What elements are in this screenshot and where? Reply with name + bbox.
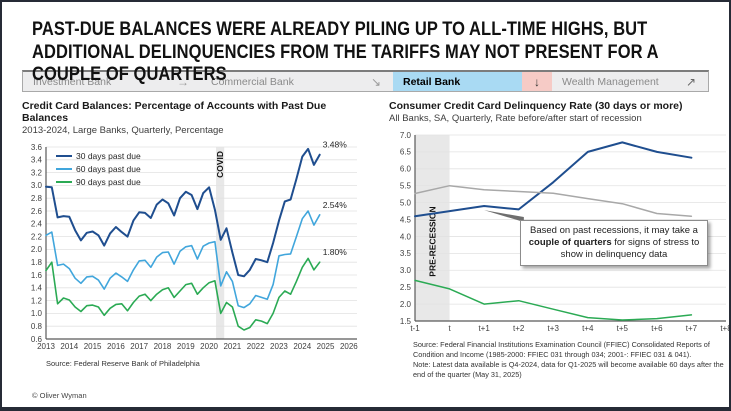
svg-text:t+7: t+7 [686, 324, 698, 333]
page-title-text: PAST-DUE BALANCES WERE ALREADY PILING UP… [32, 18, 658, 86]
trend-flat-icon: → [177, 74, 189, 89]
svg-text:2013: 2013 [37, 342, 55, 351]
chart-title: Consumer Credit Card Delinquency Rate (3… [389, 100, 683, 112]
svg-text:90 days past due: 90 days past due [76, 177, 141, 187]
svg-text:0.8: 0.8 [31, 322, 43, 331]
svg-text:3.48%: 3.48% [323, 140, 348, 150]
svg-text:2017: 2017 [130, 342, 148, 351]
trend-up-right-icon: ↗ [685, 74, 696, 89]
page-title: PAST-DUE BALANCES WERE ALREADY PILING UP… [2, 2, 729, 85]
note-line: Note: Latest data available is Q4-2024, … [413, 359, 724, 379]
svg-text:1.8: 1.8 [31, 258, 43, 267]
nav-label: Retail Bank [403, 75, 461, 88]
trend-down-icon: ↓ [534, 74, 540, 89]
svg-text:2018: 2018 [154, 342, 172, 351]
svg-text:2.4: 2.4 [31, 220, 43, 229]
svg-text:2026: 2026 [340, 342, 358, 351]
svg-text:7.0: 7.0 [400, 131, 412, 140]
copyright: © Oliver Wyman [32, 391, 87, 400]
svg-text:1.2: 1.2 [31, 296, 43, 305]
svg-text:0.6: 0.6 [31, 335, 43, 344]
svg-text:6.5: 6.5 [400, 148, 412, 157]
annotation-text: for signs of stress to show in delinquen… [560, 237, 700, 261]
past-due-balances-panel: Credit Card Balances: Percentage of Acco… [22, 100, 367, 379]
svg-text:t+8: t+8 [720, 324, 731, 333]
svg-text:5.0: 5.0 [400, 198, 412, 207]
svg-text:t+6: t+6 [651, 324, 663, 333]
svg-text:2.8: 2.8 [31, 194, 43, 203]
svg-text:3.6: 3.6 [31, 143, 43, 152]
svg-text:1.4: 1.4 [31, 284, 43, 293]
svg-text:COVID: COVID [215, 151, 225, 178]
svg-text:2.2: 2.2 [31, 232, 43, 241]
svg-text:3.0: 3.0 [31, 181, 43, 190]
svg-text:1.80%: 1.80% [323, 247, 348, 257]
svg-text:t: t [448, 324, 451, 333]
svg-text:2.5: 2.5 [400, 283, 412, 292]
svg-text:1.5: 1.5 [400, 317, 412, 326]
svg-text:2016: 2016 [107, 342, 125, 351]
chart-subtitle: All Banks, SA, Quarterly, Rate before/af… [389, 113, 642, 124]
svg-text:2014: 2014 [60, 342, 78, 351]
svg-text:4.0: 4.0 [400, 232, 412, 241]
chart-subtitle: 2013-2024, Large Banks, Quarterly, Perce… [22, 125, 224, 136]
svg-text:2022: 2022 [247, 342, 265, 351]
svg-text:2021: 2021 [223, 342, 241, 351]
chart-source-notes: Source: Federal Financial Institutions E… [413, 340, 729, 379]
svg-text:3.5: 3.5 [400, 249, 412, 258]
nav-label: Investment Bank [33, 75, 112, 88]
annotation-text: Based on past recessions, it may take a [530, 225, 698, 236]
delinquency-rate-plot: 1.5 2.0 2.5 3.0 3.5 4.0 4.5 5.0 5.5 6.0 6.5 7.0 t-1 t… [389, 129, 731, 337]
source-line: Source: Federal Financial Institutions E… [413, 340, 710, 359]
business-unit-navbar: Investment Bank → Commercial Bank ↘ Reta… [22, 70, 709, 92]
nav-label: Wealth Management [562, 75, 659, 88]
nav-item-investment-bank[interactable]: Investment Bank → [23, 72, 201, 91]
svg-text:3.4: 3.4 [31, 156, 43, 165]
past-due-balances-plot: 0.6 0.8 1.0 1.2 1.4 1.6 1.8 2.0 2.2 2.4 2.6 2.8 3.0 3… [22, 140, 367, 353]
svg-text:2024: 2024 [293, 342, 311, 351]
svg-text:2025: 2025 [317, 342, 335, 351]
svg-text:2023: 2023 [270, 342, 288, 351]
chart-title: Credit Card Balances: Percentage of Acco… [22, 100, 327, 124]
svg-text:t+1: t+1 [478, 324, 490, 333]
svg-text:t+4: t+4 [582, 324, 594, 333]
svg-text:2015: 2015 [84, 342, 102, 351]
annotation-callout: Based on past recessions, it may take a … [520, 220, 708, 267]
svg-text:PRE-RECESSION: PRE-RECESSION [427, 206, 437, 276]
svg-text:2019: 2019 [177, 342, 195, 351]
svg-text:5.5: 5.5 [400, 182, 412, 191]
svg-text:30 days past due: 30 days past due [76, 151, 141, 161]
svg-text:t+2: t+2 [513, 324, 525, 333]
svg-text:t+3: t+3 [548, 324, 560, 333]
nav-item-commercial-bank[interactable]: Commercial Bank ↘ [201, 72, 393, 91]
past-due-balances-chart: 0.6 0.8 1.0 1.2 1.4 1.6 1.8 2.0 2.2 2.4 2.6 2.8 3.0 3… [31, 140, 358, 351]
svg-text:2.6: 2.6 [31, 207, 43, 216]
nav-item-wealth-management[interactable]: Wealth Management ↗ [552, 72, 708, 91]
chart-source: Source: Federal Reserve Bank of Philadel… [46, 359, 200, 368]
svg-text:6.0: 6.0 [400, 165, 412, 174]
svg-text:2.54%: 2.54% [323, 200, 348, 210]
delinquency-rate-panel: Consumer Credit Card Delinquency Rate (3… [389, 100, 731, 379]
svg-text:1.6: 1.6 [31, 271, 43, 280]
svg-text:2020: 2020 [200, 342, 218, 351]
retail-bank-alert-cell: ↓ [522, 72, 552, 91]
svg-text:3.0: 3.0 [400, 266, 412, 275]
nav-label: Commercial Bank [211, 75, 294, 88]
svg-text:3.2: 3.2 [31, 168, 43, 177]
trend-down-right-icon: ↘ [370, 74, 381, 89]
charts-row: Credit Card Balances: Percentage of Acco… [2, 100, 729, 379]
svg-text:60 days past due: 60 days past due [76, 164, 141, 174]
svg-text:t-1: t-1 [410, 324, 420, 333]
svg-text:4.5: 4.5 [400, 215, 412, 224]
svg-text:t+5: t+5 [617, 324, 629, 333]
svg-text:2.0: 2.0 [31, 245, 43, 254]
nav-item-retail-bank[interactable]: Retail Bank [393, 72, 522, 91]
delinquency-rate-chart: 1.5 2.0 2.5 3.0 3.5 4.0 4.5 5.0 5.5 6.0 6.5 7.0 t-1 t… [400, 131, 731, 333]
svg-text:1.0: 1.0 [31, 309, 43, 318]
svg-text:2.0: 2.0 [400, 300, 412, 309]
annotation-text-bold: couple of quarters [528, 237, 612, 249]
